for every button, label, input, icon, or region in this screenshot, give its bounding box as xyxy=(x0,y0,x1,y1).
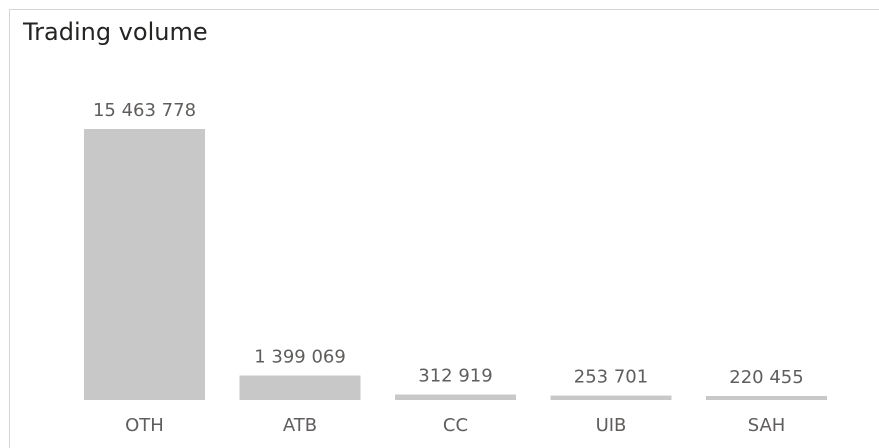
data-label-sah: 220 455 xyxy=(729,367,803,388)
bar-cc[interactable] xyxy=(395,394,516,401)
data-label-atb: 1 399 069 xyxy=(254,347,346,368)
x-axis-ticks-group: OTH ATB CC UIB SAH xyxy=(125,415,785,436)
bars-group xyxy=(84,129,827,400)
x-tick-label-uib: UIB xyxy=(596,415,627,436)
x-tick-label-cc: CC xyxy=(443,415,468,436)
data-label-uib: 253 701 xyxy=(574,367,648,388)
bar-uib[interactable] xyxy=(550,395,672,400)
data-label-oth: 15 463 778 xyxy=(93,100,196,121)
data-labels-group: 15 463 778 1 399 069 312 919 253 701 220 455 xyxy=(93,100,804,388)
x-tick-label-oth: OTH xyxy=(125,415,164,436)
x-tick-label-sah: SAH xyxy=(748,415,786,436)
chart-card: Trading volume 15 463 778 1 399 069 312 91… xyxy=(9,9,879,448)
bar-chart: 15 463 778 1 399 069 312 919 253 701 220 455… xyxy=(84,100,827,436)
bar-atb[interactable] xyxy=(239,375,361,401)
bar-oth[interactable] xyxy=(84,129,205,400)
data-label-cc: 312 919 xyxy=(418,366,492,387)
chart-title: Trading volume xyxy=(23,18,208,46)
x-tick-label-atb: ATB xyxy=(283,415,317,436)
bar-sah[interactable] xyxy=(706,396,827,400)
